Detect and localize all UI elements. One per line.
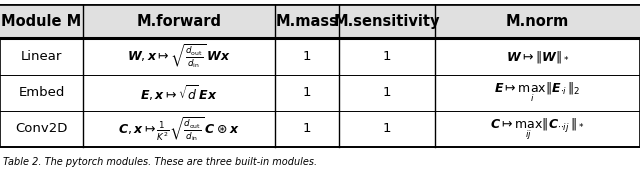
Text: Module M: Module M xyxy=(1,14,82,29)
Text: M.mass: M.mass xyxy=(276,14,339,29)
Text: M.sensitivity: M.sensitivity xyxy=(334,14,440,29)
FancyBboxPatch shape xyxy=(0,5,640,38)
Text: 1: 1 xyxy=(383,86,392,99)
FancyBboxPatch shape xyxy=(0,5,640,147)
Text: Table 2. The pytorch modules. These are three built-in modules.: Table 2. The pytorch modules. These are … xyxy=(3,157,317,167)
Text: Conv2D: Conv2D xyxy=(15,122,68,135)
Text: $\boldsymbol{C}, \boldsymbol{x} \mapsto \frac{1}{K^2}\sqrt{\frac{d_{\mathrm{out}: $\boldsymbol{C}, \boldsymbol{x} \mapsto … xyxy=(118,115,240,143)
Text: $\boldsymbol{E} \mapsto \max_i \|\boldsymbol{E}_{\cdot i}\|_2$: $\boldsymbol{E} \mapsto \max_i \|\boldsy… xyxy=(494,81,581,104)
Text: 1: 1 xyxy=(303,122,312,135)
Text: M.forward: M.forward xyxy=(137,14,221,29)
Text: Embed: Embed xyxy=(19,86,65,99)
Text: $\boldsymbol{W} \mapsto \|\boldsymbol{W}\|_*$: $\boldsymbol{W} \mapsto \|\boldsymbol{W}… xyxy=(506,49,570,65)
Text: Linear: Linear xyxy=(21,50,62,63)
Text: M.norm: M.norm xyxy=(506,14,569,29)
Text: 1: 1 xyxy=(303,86,312,99)
Text: 1: 1 xyxy=(383,50,392,63)
Text: $\boldsymbol{W}, \boldsymbol{x} \mapsto \sqrt{\frac{d_{\mathrm{out}}}{d_{\mathrm: $\boldsymbol{W}, \boldsymbol{x} \mapsto … xyxy=(127,43,231,70)
Text: $\boldsymbol{C} \mapsto \max_{ij} \|\boldsymbol{C}_{\cdot\cdot ij}\|_*$: $\boldsymbol{C} \mapsto \max_{ij} \|\bol… xyxy=(490,116,585,142)
Text: 1: 1 xyxy=(303,50,312,63)
Text: 1: 1 xyxy=(383,122,392,135)
Text: $\boldsymbol{E}, \boldsymbol{x} \mapsto \sqrt{d}\, \boldsymbol{E}\boldsymbol{x}$: $\boldsymbol{E}, \boldsymbol{x} \mapsto … xyxy=(140,83,218,103)
